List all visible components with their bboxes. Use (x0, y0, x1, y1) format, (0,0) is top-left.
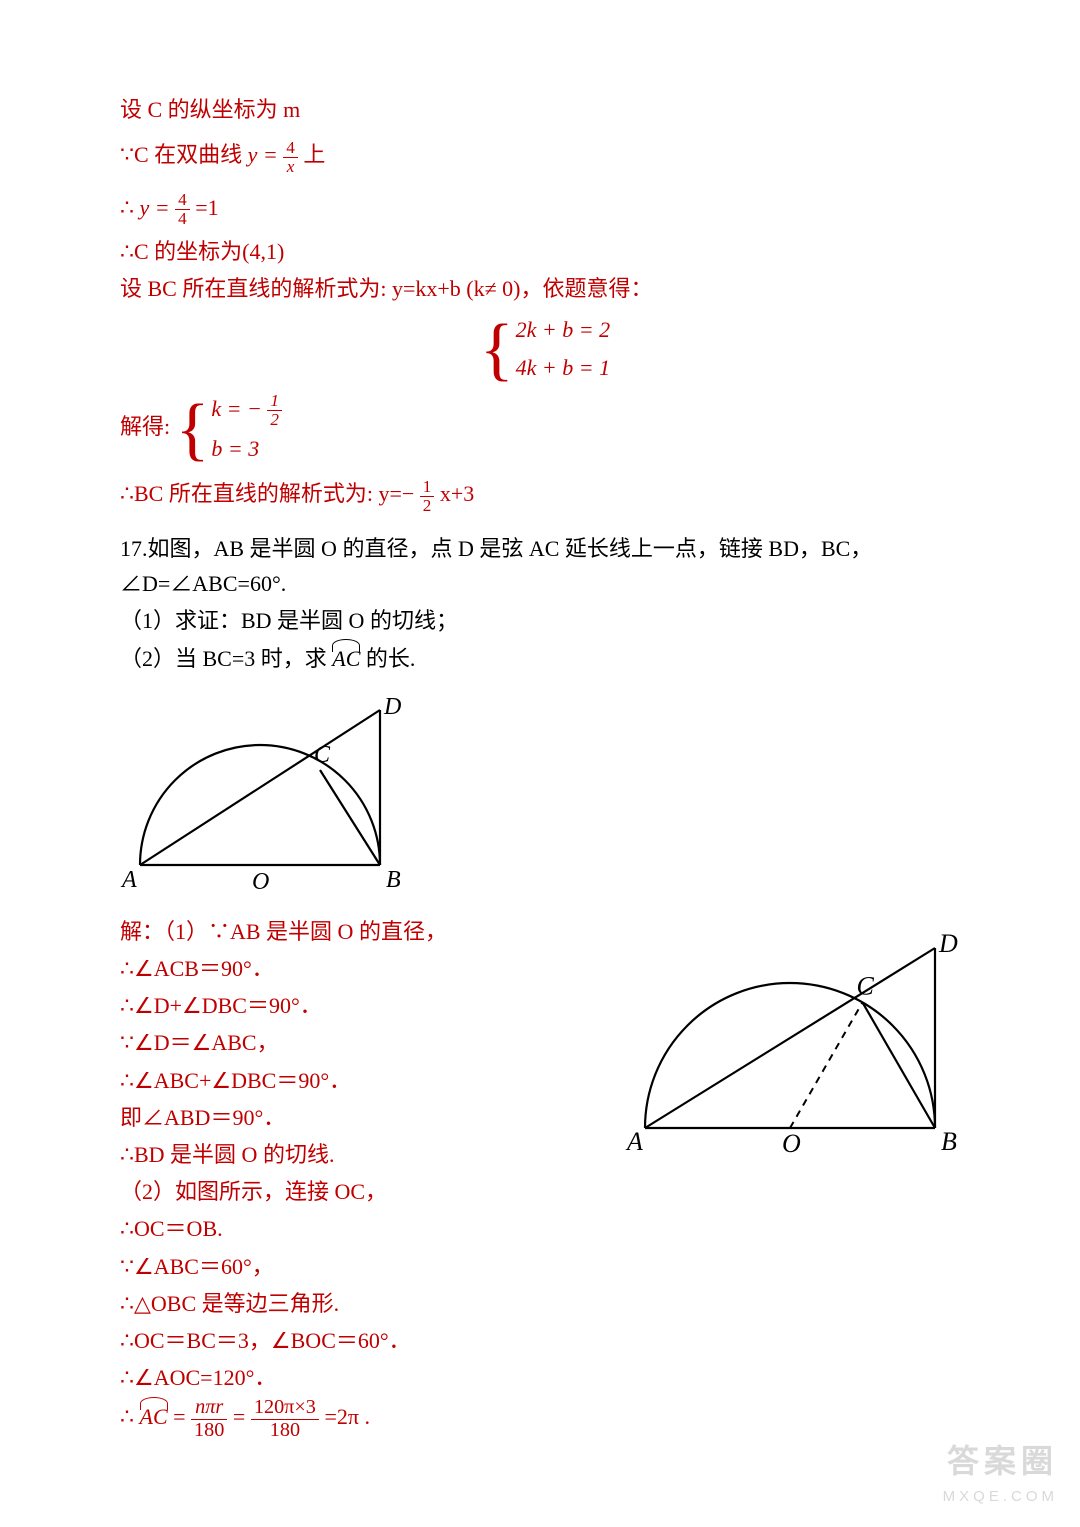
equation: 4k + b = 1 (516, 350, 610, 385)
text: ∵C 在双曲线 (120, 142, 248, 167)
step-line: 即∠ABD＝90°． (120, 1100, 596, 1135)
svg-text:A: A (120, 867, 137, 890)
text: x+3 (440, 481, 474, 506)
text: = (173, 1404, 185, 1429)
document-body: 设 C 的纵坐标为 m ∵C 在双曲线 y = 4 x 上 ∴ y = 4 4 … (120, 92, 970, 1443)
frac-num: 1 (420, 478, 435, 497)
frac-num: 4 (283, 139, 298, 158)
fraction: 4 4 (175, 191, 190, 228)
step-line: ∴C 的坐标为(4,1) (120, 234, 970, 269)
frac-den: 2 (267, 411, 282, 429)
question-text: 17.如图，AB 是半圆 O 的直径，点 D 是弦 AC 延长线上一点，链接 B… (120, 531, 970, 601)
step-line: ∴∠ACB＝90°． (120, 951, 596, 986)
equation-system: { 2k + b = 2 4k + b = 1 (120, 312, 970, 384)
text: 上 (303, 142, 325, 167)
fraction: 120π×3 180 (251, 1397, 319, 1440)
step-line: ∴∠ABC+∠DBC＝90°． (120, 1063, 596, 1098)
frac-num: nπr (191, 1397, 227, 1419)
arc-AC: AC (140, 1399, 168, 1434)
text: 的长. (366, 646, 416, 671)
left-brace-icon: { (176, 401, 210, 457)
svg-text:C: C (857, 971, 875, 1000)
figure-2: A O B C D (620, 928, 970, 1168)
step-line: 设 C 的纵坐标为 m (120, 92, 970, 127)
frac-den: x (283, 158, 298, 176)
step-line: ∴BD 是半圆 O 的切线. (120, 1137, 596, 1172)
step-line: ∵∠ABC＝60°， (120, 1249, 596, 1284)
frac-den: 180 (251, 1420, 319, 1441)
watermark: 答案圈 MXQE.COM (943, 1436, 1058, 1509)
frac-den: 180 (191, 1420, 227, 1441)
svg-text:D: D (383, 694, 401, 720)
svg-text:A: A (625, 1127, 643, 1156)
left-brace-icon: { (480, 321, 514, 377)
watermark-bottom: MXQE.COM (943, 1485, 1058, 1509)
fraction: 4 x (283, 139, 298, 176)
text: （2）当 BC=3 时，求 (120, 646, 332, 671)
math-inline: y = (248, 142, 284, 167)
svg-text:C: C (314, 742, 331, 768)
brace-group: { 2k + b = 2 4k + b = 1 (480, 312, 610, 384)
semicircle-diagram-2: A O B C D (620, 928, 970, 1158)
fraction: 1 2 (420, 478, 435, 515)
brace-group: { k = − 1 2 b = 3 (176, 391, 282, 467)
step-line: ∴ AC = nπr 180 = 120π×3 180 =2π . (120, 1397, 596, 1440)
text: ∴BC 所在直线的解析式为: y=− (120, 481, 414, 506)
figure-1: A O B C D (120, 690, 970, 900)
svg-text:O: O (252, 869, 269, 890)
semicircle-diagram-1: A O B C D (120, 690, 410, 890)
step-line: ∴∠D+∠DBC＝90°． (120, 988, 596, 1023)
svg-text:B: B (386, 867, 401, 890)
step-line: ∵C 在双曲线 y = 4 x 上 (120, 137, 970, 175)
frac-num: 4 (175, 191, 190, 210)
question-sub: （1）求证：BD 是半圆 O 的切线； (120, 603, 970, 638)
fraction: 1 2 (267, 392, 282, 429)
fraction: nπr 180 (191, 1397, 227, 1440)
svg-text:D: D (938, 929, 958, 958)
svg-text:B: B (941, 1127, 957, 1156)
equation: k = − 1 2 (211, 391, 282, 429)
step-line: ∴△OBC 是等边三角形. (120, 1286, 596, 1321)
step-line: （2）如图所示，连接 OC， (120, 1174, 596, 1209)
equation: b = 3 (211, 431, 282, 466)
step-line: ∴∠AOC=120°． (120, 1360, 596, 1395)
step-line: 解得: { k = − 1 2 b = 3 (120, 391, 970, 467)
frac-den: 2 (420, 497, 435, 515)
frac-num: 1 (267, 392, 282, 411)
step-line: ∴BC 所在直线的解析式为: y=− 1 2 x+3 (120, 476, 970, 514)
text: ∴ (120, 1404, 140, 1429)
text: ∴ (120, 195, 140, 220)
equation: 2k + b = 2 (516, 312, 610, 347)
frac-num: 120π×3 (251, 1397, 319, 1419)
frac-den: 4 (175, 210, 190, 228)
watermark-top: 答案圈 (943, 1436, 1058, 1487)
solution-text: 解：（1）∵AB 是半圆 O 的直径， ∴∠ACB＝90°． ∴∠D+∠DBC＝… (120, 912, 596, 1443)
text: =1 (195, 195, 218, 220)
step-line: ∵∠D＝∠ABC， (120, 1025, 596, 1060)
step-line: 设 BC 所在直线的解析式为: y=kx+b (k≠ 0)，依题意得： (120, 271, 970, 306)
solution-row: 解：（1）∵AB 是半圆 O 的直径， ∴∠ACB＝90°． ∴∠D+∠DBC＝… (120, 912, 970, 1443)
step-line: 解：（1）∵AB 是半圆 O 的直径， (120, 914, 596, 949)
math-inline: y = (140, 195, 176, 220)
step-line: ∴OC＝BC＝3，∠BOC＝60°． (120, 1323, 596, 1358)
text: = (233, 1404, 245, 1429)
step-line: ∴ y = 4 4 =1 (120, 190, 970, 228)
text: =2π . (324, 1404, 370, 1429)
text: 解得: (120, 414, 170, 439)
text: k = − (211, 396, 261, 421)
arc-AC: AC (332, 641, 360, 676)
question-sub: （2）当 BC=3 时，求 AC 的长. (120, 641, 970, 676)
step-line: ∴OC＝OB. (120, 1211, 596, 1246)
svg-text:O: O (782, 1129, 801, 1158)
